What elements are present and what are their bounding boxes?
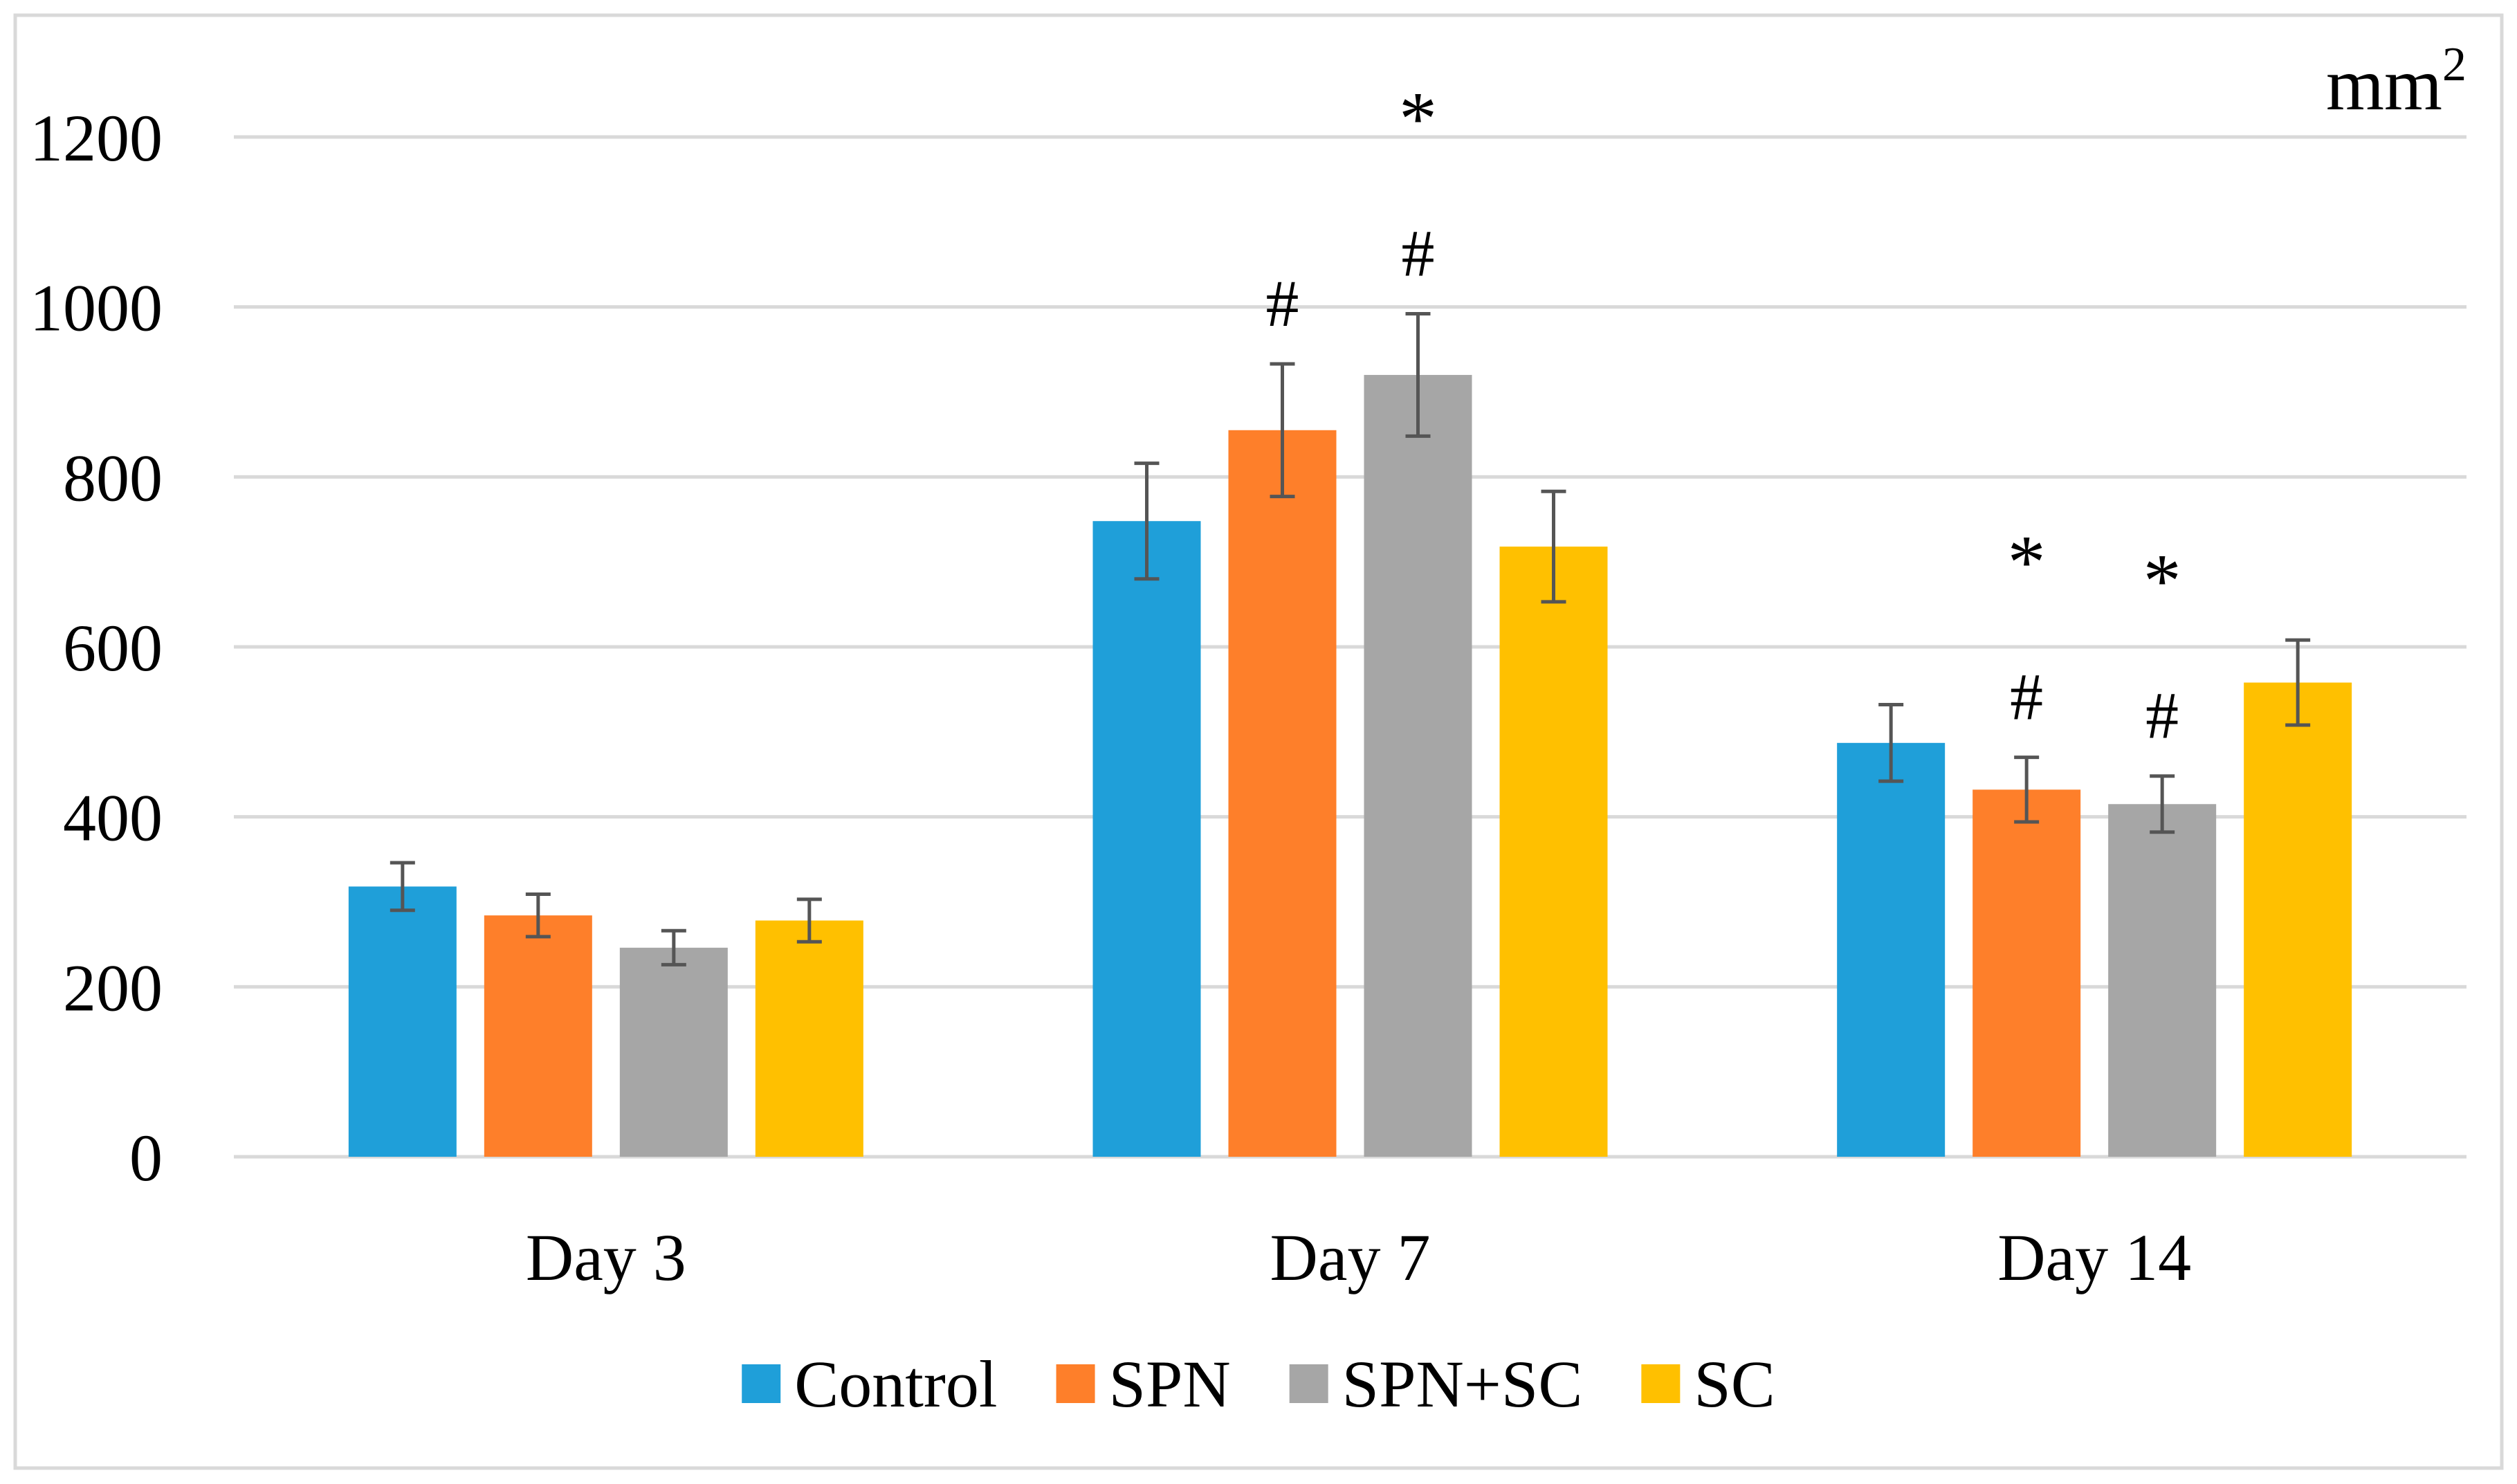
significance-marker: # [1266, 266, 1299, 340]
legend-swatch [1056, 1364, 1095, 1403]
bar [755, 920, 863, 1157]
bars [348, 374, 2352, 1157]
significance-marker: * [2143, 539, 2181, 623]
legend-swatch [742, 1364, 781, 1403]
significance-marker: * [1399, 76, 1437, 161]
legend-swatch [1641, 1364, 1681, 1403]
y-tick-label: 800 [63, 441, 163, 515]
bar [1499, 547, 1608, 1157]
legend-label: Control [794, 1347, 997, 1421]
bar [348, 886, 457, 1157]
x-tick-label: Day 3 [526, 1220, 686, 1294]
bar [484, 915, 592, 1157]
bar [619, 947, 728, 1157]
y-tick-label: 1200 [30, 101, 163, 175]
legend-label: SPN [1109, 1347, 1231, 1421]
y-tick-label: 400 [63, 781, 163, 855]
unit-label-base: mm [2326, 44, 2442, 126]
x-axis-ticks: Day 3 Day 7 Day 14 [526, 1220, 2191, 1294]
x-tick-label: Day 7 [1270, 1220, 1431, 1294]
significance-marker: # [2145, 679, 2179, 753]
error-bars [390, 311, 2311, 967]
y-axis-ticks: 0 200 400 600 800 1000 1200 [30, 101, 163, 1195]
legend-swatch [1289, 1364, 1328, 1403]
unit-label-superscript: 2 [2442, 38, 2466, 91]
unit-label: mm2 [2326, 38, 2466, 126]
x-tick-label: Day 14 [1997, 1220, 2191, 1294]
significance-marker: # [1402, 216, 1435, 290]
legend-label: SC [1694, 1347, 1775, 1421]
gridlines [234, 135, 2466, 1159]
bar [2244, 682, 2352, 1157]
bar [1364, 374, 1472, 1157]
bar [2108, 804, 2217, 1157]
legend-label: SPN+SC [1342, 1347, 1583, 1421]
legend: Control SPN SPN+SC SC [742, 1347, 1775, 1421]
y-tick-label: 200 [63, 951, 163, 1025]
significance-annotations: # # * # * # * [1266, 76, 2181, 752]
y-tick-label: 0 [129, 1121, 163, 1195]
significance-marker: * [2008, 520, 2046, 605]
bar [1228, 430, 1337, 1157]
bar [1973, 789, 2081, 1157]
y-tick-label: 600 [63, 611, 163, 685]
y-tick-label: 1000 [30, 271, 163, 345]
significance-marker: # [2010, 660, 2043, 734]
bar [1837, 742, 1946, 1157]
bar [1092, 521, 1201, 1157]
